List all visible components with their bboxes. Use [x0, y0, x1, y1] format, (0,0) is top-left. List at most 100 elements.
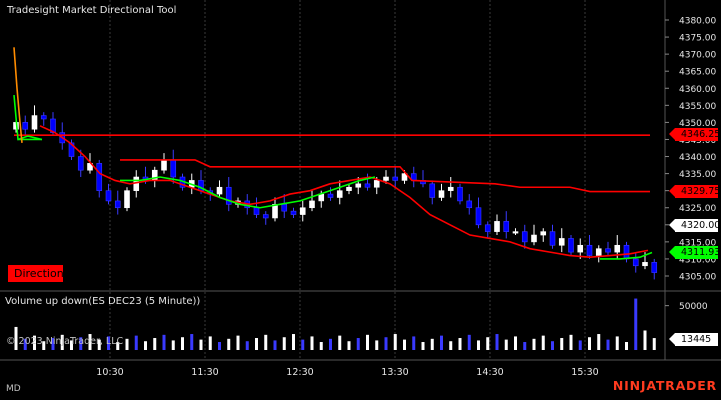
- volume-bar: [134, 335, 138, 350]
- volume-bar: [560, 338, 564, 350]
- candle-body: [401, 173, 408, 181]
- candle-body: [22, 122, 29, 130]
- green-line-mid: [120, 176, 376, 209]
- volume-bar: [51, 338, 55, 350]
- volume-bar: [79, 337, 83, 350]
- candle-body: [614, 244, 621, 253]
- price-tick-label: 4335.00: [679, 170, 716, 180]
- volume-bar: [458, 338, 462, 350]
- volume-bar: [578, 340, 582, 350]
- candle-body: [290, 210, 297, 215]
- time-tick-label: 12:30: [286, 367, 313, 378]
- volume-bar: [33, 335, 36, 350]
- volume-bar: [514, 336, 517, 350]
- volume-bar: [412, 336, 416, 350]
- candle-body: [549, 231, 556, 246]
- time-tick-label: 10:30: [96, 367, 123, 378]
- volume-bar: [615, 336, 619, 350]
- candle-body: [438, 190, 445, 198]
- volume-bar: [181, 337, 184, 350]
- price-tick-label: 4370.00: [679, 51, 716, 61]
- volume-bar: [347, 341, 351, 350]
- candle-body: [272, 204, 278, 219]
- candle-body: [225, 186, 232, 205]
- volume-bar: [588, 337, 591, 350]
- candle-body: [558, 238, 565, 246]
- candle-body: [346, 186, 352, 191]
- volume-bar: [551, 341, 554, 350]
- volume-bar: [70, 340, 73, 350]
- time-tick-label: 14:30: [476, 367, 503, 378]
- candle-body: [494, 221, 500, 232]
- orange-line: [13, 47, 23, 143]
- candle-body: [77, 156, 84, 171]
- volume-bar: [245, 341, 249, 350]
- candle-body: [216, 186, 223, 195]
- volume-bar: [282, 337, 286, 350]
- candle-body: [540, 231, 547, 236]
- volume-bar: [60, 334, 64, 350]
- price-tick-label: 4355.00: [679, 102, 716, 112]
- volume-bar: [227, 338, 231, 350]
- candle-body: [318, 193, 325, 202]
- time-tick-label: 15:30: [571, 367, 598, 378]
- price-tick-label: 4375.00: [679, 34, 716, 44]
- volume-bar: [88, 334, 92, 350]
- candle-body: [262, 214, 269, 219]
- volume-bar: [218, 342, 221, 350]
- direction-button[interactable]: Direction: [8, 265, 64, 282]
- candle-body: [512, 231, 519, 234]
- candle-body: [383, 176, 389, 181]
- volume-bar: [606, 339, 610, 350]
- volume-bar: [643, 330, 647, 350]
- volume-bar: [495, 334, 499, 350]
- candle-body: [632, 258, 639, 267]
- volume-bar: [597, 334, 601, 350]
- candle-body: [336, 190, 343, 198]
- green-line-end: [600, 251, 653, 260]
- price-tick-label: 4340.00: [679, 153, 716, 163]
- price-tick-label: 4360.00: [679, 85, 716, 95]
- volume-bar: [523, 342, 527, 350]
- volume-bar: [467, 334, 471, 350]
- price-tick-label: 4315.00: [679, 238, 716, 248]
- candle-body: [96, 163, 103, 191]
- volume-bar: [190, 334, 194, 350]
- volume-bar: [504, 339, 508, 350]
- candle-body: [595, 248, 602, 256]
- volume-bar: [532, 338, 536, 350]
- volume-bar: [301, 339, 305, 350]
- candle-body: [327, 193, 334, 198]
- lower-red-step-line: [120, 159, 650, 193]
- candle-body: [364, 183, 371, 188]
- price-tick-label: 4380.00: [679, 17, 716, 27]
- green-line-start: [13, 95, 43, 141]
- volume-bar: [366, 334, 369, 350]
- volume-bar: [440, 335, 443, 350]
- candle-body: [114, 200, 121, 209]
- volume-bar: [356, 338, 360, 350]
- price-tick-label: 4305.00: [679, 273, 716, 283]
- price-tick-label: 4365.00: [679, 68, 716, 78]
- green-line-price-marker: 4311.93: [669, 246, 720, 259]
- volume-bar: [107, 336, 110, 350]
- volume-bar: [319, 342, 323, 350]
- volume-bar: [208, 336, 212, 350]
- candle-body: [40, 115, 47, 120]
- candle-body: [586, 244, 593, 256]
- volume-bar: [403, 339, 406, 350]
- candle-body: [568, 238, 574, 253]
- volume-bar: [162, 334, 166, 350]
- candle-body: [392, 176, 399, 181]
- candle-body: [521, 231, 528, 243]
- candle-body: [429, 183, 436, 198]
- candle-body: [651, 262, 658, 273]
- candle-body: [475, 207, 482, 226]
- indicator-title: Tradesight Market Directional Tool: [7, 5, 177, 16]
- time-tick-label: 13:30: [381, 367, 408, 378]
- volume-bar: [23, 338, 27, 350]
- candle-body: [605, 248, 611, 253]
- time-tick-label: 11:30: [191, 367, 218, 378]
- candle-body: [170, 159, 177, 178]
